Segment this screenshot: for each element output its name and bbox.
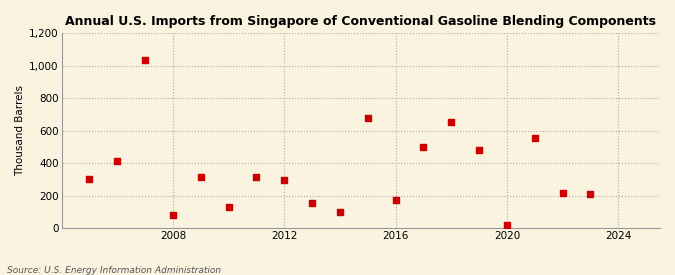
- Point: [418, 145, 429, 149]
- Point: [279, 178, 290, 182]
- Point: [557, 191, 568, 195]
- Point: [84, 177, 95, 182]
- Point: [529, 136, 540, 140]
- Point: [474, 148, 485, 152]
- Point: [223, 205, 234, 209]
- Point: [195, 175, 206, 179]
- Point: [306, 201, 317, 205]
- Point: [446, 120, 457, 124]
- Title: Annual U.S. Imports from Singapore of Conventional Gasoline Blending Components: Annual U.S. Imports from Singapore of Co…: [65, 15, 656, 28]
- Point: [362, 116, 373, 120]
- Y-axis label: Thousand Barrels: Thousand Barrels: [15, 85, 25, 176]
- Point: [112, 158, 123, 163]
- Text: Source: U.S. Energy Information Administration: Source: U.S. Energy Information Administ…: [7, 266, 221, 275]
- Point: [167, 213, 178, 217]
- Point: [390, 198, 401, 203]
- Point: [335, 210, 346, 214]
- Point: [585, 192, 596, 196]
- Point: [140, 58, 151, 62]
- Point: [251, 175, 262, 179]
- Point: [502, 222, 512, 227]
